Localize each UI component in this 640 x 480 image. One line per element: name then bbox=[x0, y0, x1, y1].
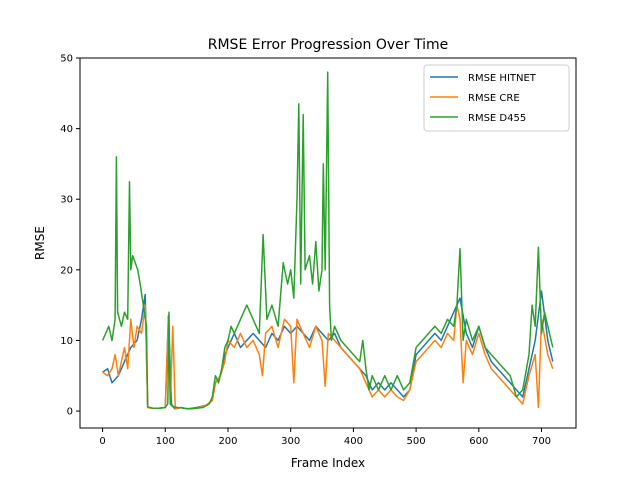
y-tick-label: 30 bbox=[60, 195, 73, 206]
x-tick-label: 200 bbox=[218, 436, 237, 447]
y-tick-label: 40 bbox=[60, 124, 73, 135]
plot-area: 0 100 200 300 400 500 600 700 0 10 20 30 40 50 bbox=[60, 54, 577, 448]
x-tick-label: 400 bbox=[344, 436, 363, 447]
y-axis-label: RMSE bbox=[33, 226, 47, 260]
chart-title: RMSE Error Progression Over Time bbox=[208, 37, 448, 53]
plot-frame bbox=[79, 57, 577, 429]
x-tick-label: 500 bbox=[407, 436, 426, 447]
x-tick-label: 300 bbox=[281, 436, 300, 447]
legend-box bbox=[423, 64, 570, 132]
x-tick-label: 700 bbox=[532, 436, 551, 447]
x-tick-label: 100 bbox=[156, 436, 175, 447]
legend-label-2: RMSE CRE bbox=[468, 93, 520, 104]
legend: RMSE HITNET RMSE CRE RMSE D455 bbox=[423, 64, 570, 132]
x-tick-label: 0 bbox=[99, 436, 105, 447]
axis-ticks: 0 100 200 300 400 500 600 700 0 10 20 30 40 50 bbox=[60, 54, 551, 448]
x-tick-label: 600 bbox=[469, 436, 488, 447]
y-tick-label: 20 bbox=[60, 265, 73, 276]
y-tick-label: 0 bbox=[67, 407, 73, 418]
series-line-3 bbox=[101, 71, 554, 410]
legend-label-1: RMSE HITNET bbox=[468, 73, 537, 84]
y-tick-label: 50 bbox=[60, 54, 73, 65]
y-tick-label: 10 bbox=[60, 336, 73, 347]
series-lines bbox=[101, 71, 554, 410]
legend-label-3: RMSE D455 bbox=[468, 113, 526, 124]
x-axis-label: Frame Index bbox=[291, 456, 365, 470]
